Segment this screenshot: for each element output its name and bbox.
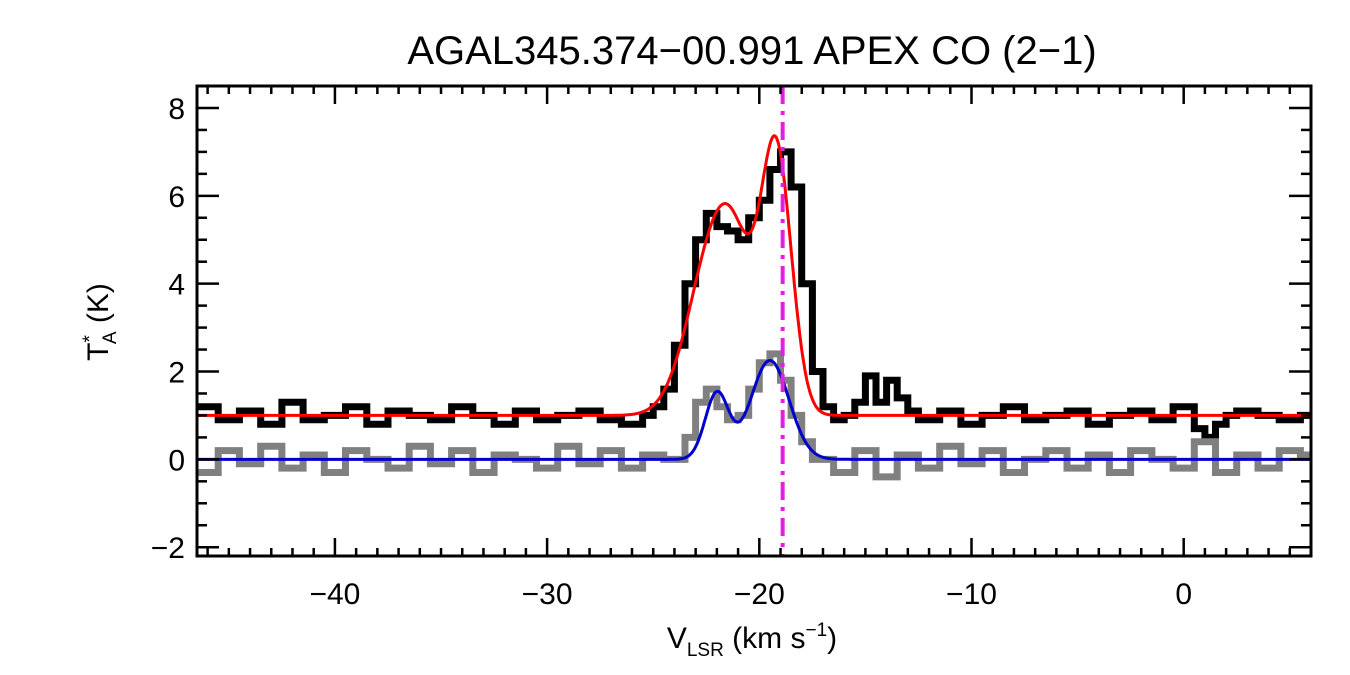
x-axis-label: VLSR (km s−1) bbox=[667, 620, 837, 661]
series-3 bbox=[197, 358, 1311, 461]
y-tick-label: −2 bbox=[151, 532, 185, 565]
x-tick-label: −10 bbox=[946, 578, 997, 611]
x-tick-label: 0 bbox=[1175, 578, 1192, 611]
y-axis-label: T*A (K) bbox=[80, 283, 121, 361]
x-tick-label: −40 bbox=[309, 578, 360, 611]
chart-title: AGAL345.374−00.991 APEX CO (2−1) bbox=[407, 29, 1096, 73]
series-0 bbox=[197, 148, 1311, 441]
x-tick-label: −30 bbox=[522, 578, 573, 611]
x-tick-label: −20 bbox=[734, 578, 785, 611]
y-tick-label: 8 bbox=[168, 93, 185, 126]
y-tick-label: 0 bbox=[168, 444, 185, 477]
y-tick-label: 6 bbox=[168, 181, 185, 214]
plot-frame bbox=[195, 84, 1313, 558]
y-tick-label: 4 bbox=[168, 269, 185, 302]
y-tick-label: 2 bbox=[168, 357, 185, 390]
series-2 bbox=[197, 134, 1311, 417]
